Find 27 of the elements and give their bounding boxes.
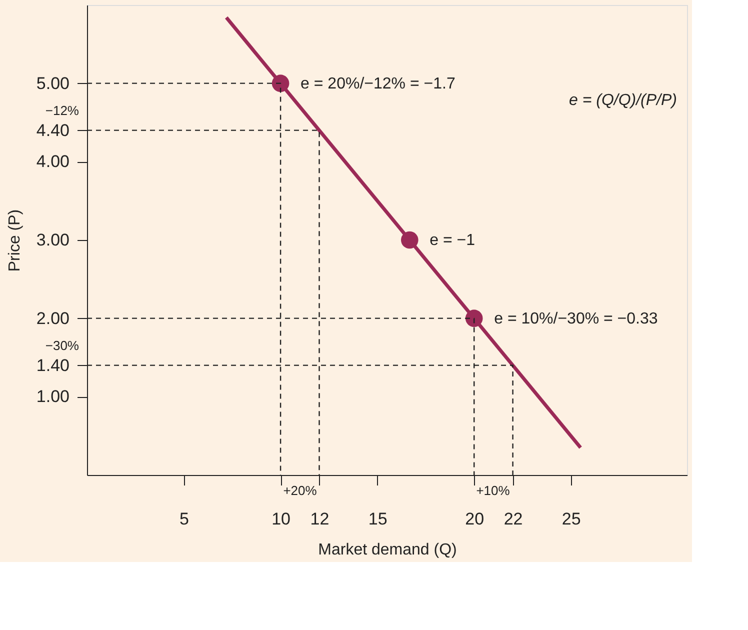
point [272,74,290,92]
text: +10% [476,483,510,498]
y-tick-label: 4.00 [36,152,70,172]
text: −30% [45,338,80,353]
text: +20% [283,483,318,498]
x-tick-label: 5 [180,510,190,528]
y-tick-label: 2.00 [36,308,70,328]
x-tick-label: 15 [368,510,388,528]
point [400,231,418,249]
x-tick-label: 25 [562,510,581,528]
y-tick-label: 3.00 [36,230,70,250]
annotation: e = 20%/−12% = −1.7 [300,75,456,92]
y-tick-label: 5.00 [36,74,70,93]
y-tick-label: 1.40 [36,356,70,375]
y-axis-title: Price (P) [6,209,24,272]
x-axis-title: Market demand (Q) [318,542,457,558]
x-tick-label: 10 [272,510,291,528]
x-tick-label: 12 [310,510,330,528]
x-tick-label: 22 [504,510,523,528]
point [465,310,483,327]
annotation: e = (Q/Q)/(P/P) [568,92,677,109]
text: −12% [45,103,80,118]
x-tick-label: 20 [465,510,484,528]
annotation: e = 10%/−30% = −0.33 [494,310,658,328]
annotation: e = −1 [430,232,476,249]
y-tick-label: 1.00 [36,387,70,406]
y-tick-label: 4.40 [36,120,70,140]
